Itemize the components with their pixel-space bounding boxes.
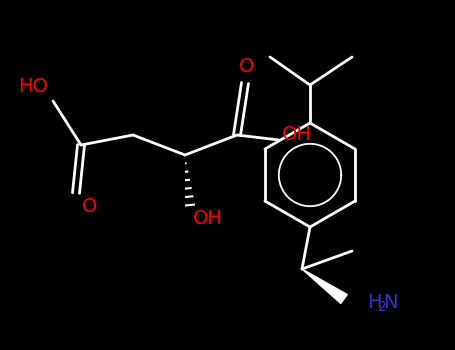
Text: O: O — [82, 197, 98, 217]
Text: OH: OH — [193, 210, 223, 229]
Text: O: O — [239, 57, 255, 77]
Text: 2: 2 — [378, 300, 386, 314]
Text: N: N — [383, 294, 397, 313]
Text: H: H — [367, 294, 381, 313]
Text: OH: OH — [282, 126, 312, 145]
Text: HO: HO — [18, 77, 48, 97]
Polygon shape — [302, 269, 347, 303]
